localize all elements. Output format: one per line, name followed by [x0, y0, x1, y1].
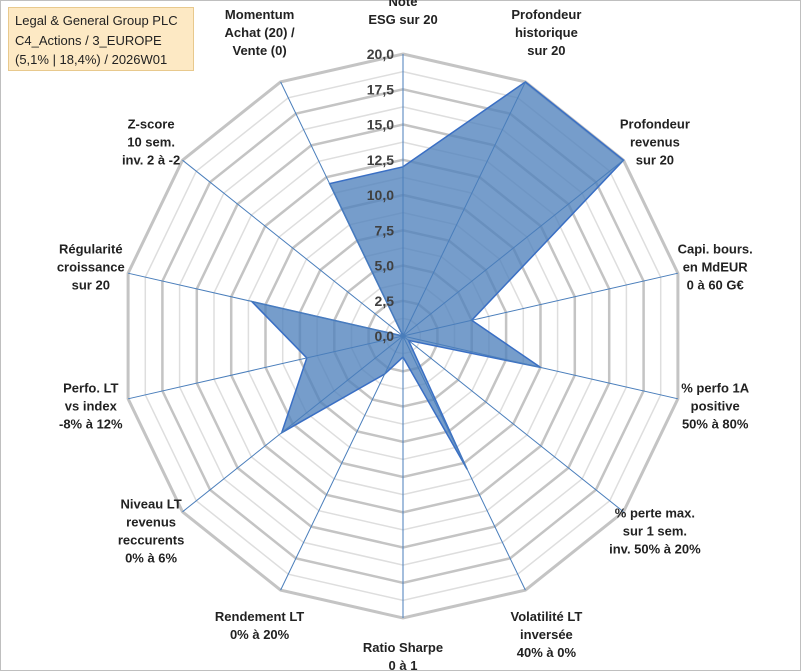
axis-label-line: Momentum — [225, 7, 294, 22]
axis-label-line: en MdEUR — [683, 260, 749, 275]
axis-label-line: 0% à 6% — [125, 551, 177, 566]
axis-label-2: Profondeur historique sur 20 — [511, 7, 581, 58]
axis-label-13: Z-score 10 sem. inv. 2 à -2 — [122, 117, 180, 168]
axis-label-line: Capi. bours. — [678, 242, 753, 257]
tick-label: 0,0 — [375, 328, 395, 344]
axis-label-line: Rendement LT — [215, 609, 304, 624]
axis-label-line: Volatilité LT — [511, 609, 583, 624]
chart-title-line-1: Legal & General Group PLC — [15, 13, 178, 28]
axis-label-line: Perfo. LT — [63, 380, 118, 395]
axis-label-line: Note — [389, 0, 418, 9]
axis-label-line: reccurents — [118, 533, 184, 548]
chart-title-line-3: (5,1% | 18,4%) / 2026W01 — [15, 52, 168, 67]
axis-label-line: Profondeur — [620, 117, 690, 132]
axis-label-line: % perfo 1A — [681, 380, 750, 395]
axis-label-3: Profondeur revenus sur 20 — [620, 117, 690, 168]
spoke-3 — [402, 159, 624, 337]
spoke-9 — [280, 335, 404, 591]
radar-tick-labels: 0,0 2,5 5,0 7,5 10,0 12,5 15,0 17,5 20,0 — [367, 46, 394, 344]
chart-title-box: Legal & General Group PLC C4_Actions / 3… — [8, 7, 194, 71]
axis-label-line: -8% à 12% — [59, 416, 123, 431]
axis-label-line: historique — [515, 25, 578, 40]
axis-label-6: % perte max. sur 1 sem. inv. 50% à 20% — [609, 506, 701, 557]
radar-axis-labels: Note ESG sur 20 Profondeur historique sur 20… — [57, 0, 753, 671]
axis-label-line: 0 à 60 G€ — [687, 278, 744, 293]
spoke-13 — [182, 159, 404, 337]
spoke-12 — [127, 272, 404, 337]
spoke-10 — [182, 335, 404, 513]
axis-label-line: sur 20 — [72, 278, 110, 293]
axis-label-line: % perte max. — [615, 506, 695, 521]
axis-label-line: inv. 50% à 20% — [609, 542, 701, 557]
axis-label-line: Achat (20) / — [225, 25, 295, 40]
tick-label: 15,0 — [367, 117, 394, 133]
axis-label-10: Niveau LT revenus reccurents 0% à 6% — [118, 497, 184, 566]
axis-label-line: 0% à 20% — [230, 627, 290, 642]
axis-label-12: Régularité croissance sur 20 — [57, 242, 125, 293]
axis-label-line: 50% à 80% — [682, 416, 749, 431]
tick-label: 20,0 — [367, 46, 394, 62]
axis-label-line: revenus — [126, 515, 176, 530]
axis-label-line: positive — [691, 398, 740, 413]
tick-label: 10,0 — [367, 187, 394, 203]
tick-label: 2,5 — [375, 293, 395, 309]
axis-label-line: sur 20 — [636, 153, 674, 168]
spoke-7 — [402, 335, 526, 591]
radar-spokes — [127, 54, 679, 618]
axis-label-line: inv. 2 à -2 — [122, 153, 180, 168]
axis-label-line: revenus — [630, 135, 680, 150]
axis-label-11: Perfo. LT vs index -8% à 12% — [59, 380, 123, 431]
spoke-6 — [402, 335, 624, 513]
axis-label-line: sur 20 — [527, 43, 565, 58]
axis-label-line: 0 à 1 — [389, 658, 418, 671]
axis-label-4: Capi. bours. en MdEUR 0 à 60 G€ — [678, 242, 753, 293]
axis-label-line: vs index — [65, 398, 118, 413]
tick-label: 12,5 — [367, 152, 394, 168]
tick-label: 17,5 — [367, 81, 394, 97]
axis-label-line: 10 sem. — [127, 135, 175, 150]
axis-label-line: ESG sur 20 — [368, 12, 437, 27]
tick-label: 5,0 — [375, 258, 395, 274]
axis-label-line: Z-score — [128, 117, 175, 132]
axis-label-9: Rendement LT 0% à 20% — [215, 609, 304, 642]
tick-label: 7,5 — [375, 222, 395, 238]
axis-label-line: Niveau LT — [121, 497, 182, 512]
axis-label-line: Ratio Sharpe — [363, 640, 443, 655]
axis-label-line: Vente (0) — [233, 43, 287, 58]
radar-series — [249, 80, 625, 470]
axis-label-line: Profondeur — [511, 7, 581, 22]
axis-label-14: Momentum Achat (20) / Vente (0) — [225, 7, 295, 58]
chart-title-line-2: C4_Actions / 3_EUROPE — [15, 32, 162, 48]
axis-label-line: croissance — [57, 260, 125, 275]
spoke-5 — [402, 335, 679, 400]
spoke-2 — [402, 81, 526, 337]
spoke-11 — [127, 335, 404, 400]
spoke-14 — [280, 81, 404, 337]
axis-label-line: Régularité — [59, 242, 123, 257]
axis-label-8: Ratio Sharpe 0 à 1 — [363, 640, 443, 671]
series-area — [249, 80, 625, 470]
axis-label-line: 40% à 0% — [517, 645, 577, 660]
spoke-4 — [402, 272, 679, 337]
axis-label-5: % perfo 1A positive 50% à 80% — [681, 380, 750, 431]
axis-label-7: Volatilité LT inversée 40% à 0% — [511, 609, 583, 660]
axis-label-line: sur 1 sem. — [623, 524, 687, 539]
axis-label-line: inversée — [520, 627, 573, 642]
axis-label-1: Note ESG sur 20 — [368, 0, 437, 27]
